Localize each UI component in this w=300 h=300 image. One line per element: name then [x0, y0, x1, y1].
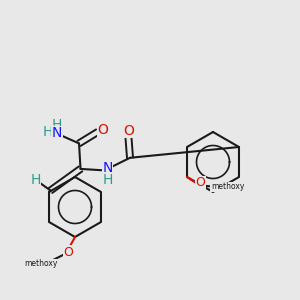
Text: O: O [98, 123, 109, 136]
Text: N: N [102, 161, 113, 175]
Text: O: O [123, 124, 134, 138]
Text: methoxy: methoxy [25, 260, 58, 268]
Text: H: H [43, 125, 53, 139]
Text: H: H [102, 173, 113, 187]
Text: methoxy: methoxy [211, 182, 244, 191]
Text: O: O [196, 176, 206, 190]
Text: N: N [52, 126, 62, 140]
Text: O: O [63, 246, 73, 259]
Text: H: H [30, 173, 41, 187]
Text: H: H [52, 118, 62, 132]
